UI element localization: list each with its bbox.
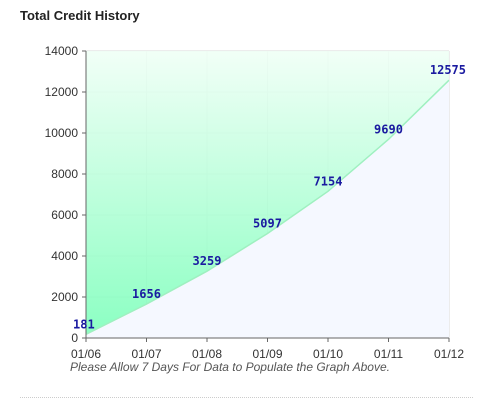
data-labels: 181 1656 3259 5097 7154 9690 12575 [73,63,466,331]
x-tick-label: 01/07 [131,347,161,360]
y-tick-label: 6000 [51,208,78,222]
data-label: 3259 [193,254,222,268]
divider [20,397,473,398]
y-tick-label: 4000 [51,249,78,263]
y-tick-label: 12000 [45,85,79,99]
x-tick-label: 01/06 [71,347,101,360]
data-label: 9690 [374,122,403,136]
data-label: 12575 [430,63,466,77]
x-tick-labels: 01/06 01/07 01/08 01/09 01/10 01/11 01/12 [71,338,464,360]
populate-note: Please Allow 7 Days For Data to Populate… [70,360,390,374]
x-tick-label: 01/12 [434,347,464,360]
y-tick-label: 0 [71,331,78,345]
under-curve-area [86,80,449,339]
x-tick-label: 01/08 [192,347,222,360]
data-label: 1656 [132,287,161,301]
x-tick-label: 01/09 [252,347,282,360]
data-label: 181 [73,317,95,331]
chart-title: Total Credit History [20,8,140,23]
y-tick-labels: 0 2000 4000 6000 8000 10000 12000 14000 [45,44,86,345]
data-label: 7154 [314,174,343,188]
y-tick-label: 8000 [51,167,78,181]
data-label: 5097 [253,217,282,231]
x-tick-label: 01/10 [313,347,343,360]
y-tick-label: 14000 [45,44,79,58]
x-tick-label: 01/11 [374,347,403,360]
series-line [85,79,450,335]
y-tick-label: 2000 [51,290,78,304]
y-tick-label: 10000 [45,126,79,140]
